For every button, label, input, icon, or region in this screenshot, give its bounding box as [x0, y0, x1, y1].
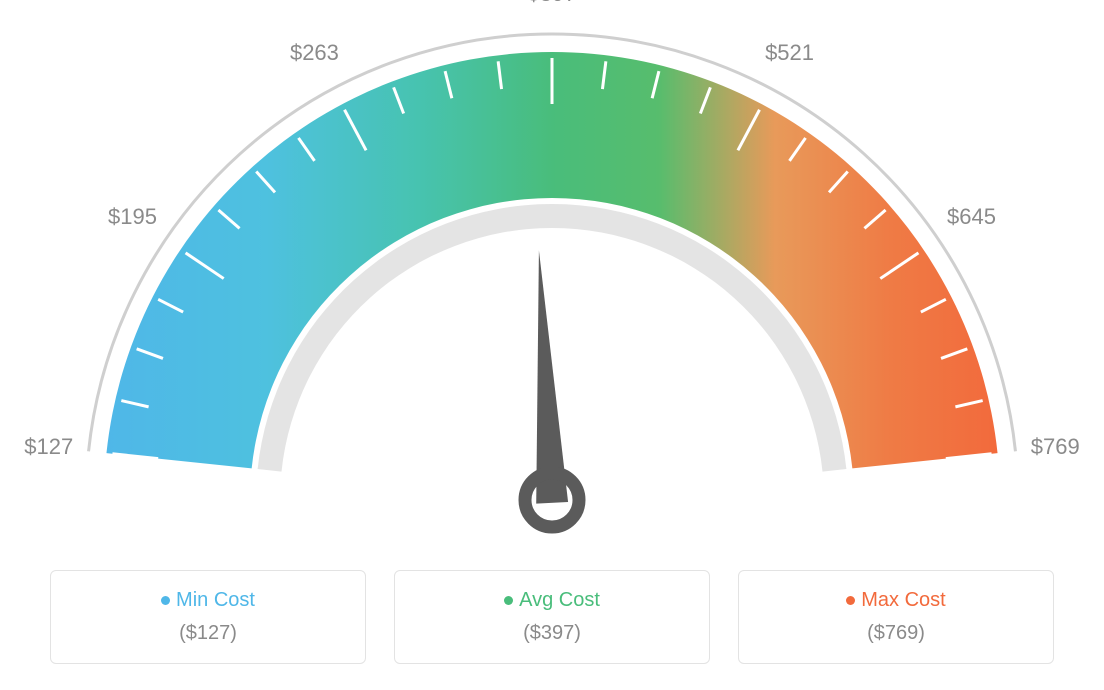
- legend-box: Min Cost ($127): [50, 570, 366, 664]
- tick-label: $645: [947, 204, 996, 230]
- tick-label: $195: [108, 204, 157, 230]
- legend-title: Max Cost: [749, 589, 1043, 612]
- tick-label: $263: [290, 40, 339, 66]
- tick-label: $397: [528, 0, 577, 7]
- legend: Min Cost ($127) Avg Cost ($397) Max Cost ($76…: [0, 570, 1104, 664]
- legend-box: Avg Cost ($397): [394, 570, 710, 664]
- tick-label: $521: [765, 40, 814, 66]
- legend-box: Max Cost ($769): [738, 570, 1054, 664]
- legend-label: Avg Cost: [519, 589, 600, 611]
- needle: [536, 250, 568, 503]
- gauge-svg: [0, 0, 1104, 560]
- tick-label: $769: [1031, 434, 1080, 460]
- legend-dot-icon: [161, 596, 170, 605]
- legend-label: Min Cost: [176, 589, 255, 611]
- legend-dot-icon: [504, 596, 513, 605]
- legend-dot-icon: [846, 596, 855, 605]
- legend-title: Avg Cost: [405, 589, 699, 612]
- gauge-chart: $127 $195 $263 $397 $521 $645 $769: [0, 0, 1104, 560]
- legend-value: ($127): [61, 622, 355, 645]
- legend-value: ($397): [405, 622, 699, 645]
- legend-title: Min Cost: [61, 589, 355, 612]
- tick-label: $127: [24, 434, 73, 460]
- legend-label: Max Cost: [861, 589, 945, 611]
- legend-value: ($769): [749, 622, 1043, 645]
